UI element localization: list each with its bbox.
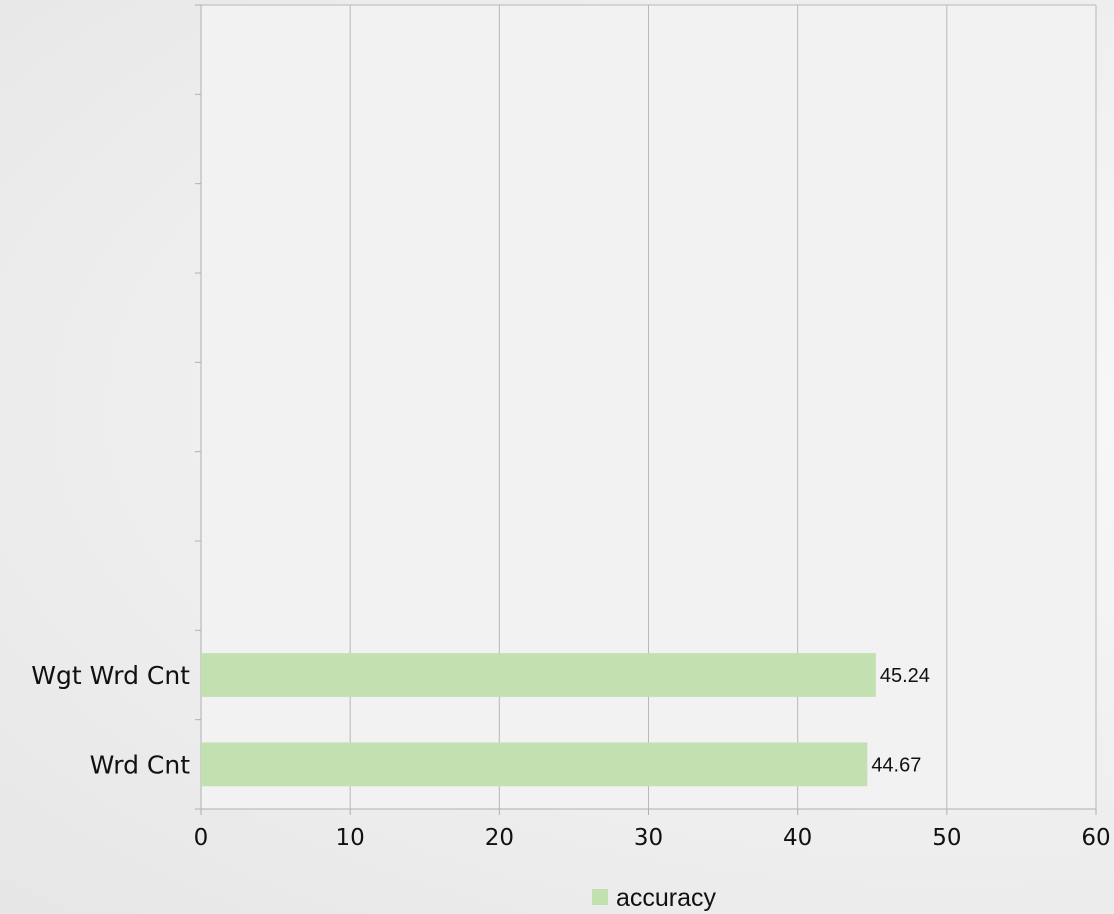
x-tick-label-30: 30 — [634, 825, 663, 851]
legend-swatch — [592, 889, 608, 905]
bar-wgt-wrd-cnt — [201, 653, 876, 697]
x-tick-label-60: 60 — [1081, 825, 1110, 851]
x-tick-label-40: 40 — [783, 825, 812, 851]
grid-lines — [349, 5, 1097, 809]
data-label-wgt-wrd-cnt: 45.24 — [880, 665, 930, 687]
data-label-wrd-cnt: 44.67 — [871, 754, 921, 776]
x-tick-label-0: 0 — [194, 825, 209, 851]
category-label-wgt-wrd-cnt: Wgt Wrd Cnt — [31, 661, 190, 690]
bar-wrd-cnt — [201, 742, 868, 787]
x-tick-label-10: 10 — [336, 825, 365, 851]
x-tick-label-20: 20 — [485, 825, 514, 851]
x-tick-labels: 0 10 20 30 40 50 60 — [194, 825, 1111, 851]
legend-label: accuracy — [616, 884, 717, 912]
legend: accuracy — [592, 884, 717, 912]
data-labels: 44.67 45.24 — [871, 665, 930, 776]
x-tick-label-50: 50 — [932, 825, 961, 851]
category-label-wrd-cnt: Wrd Cnt — [90, 750, 191, 779]
bars — [201, 653, 876, 787]
category-labels: Wrd Cnt Wgt Wrd Cnt — [31, 661, 190, 779]
